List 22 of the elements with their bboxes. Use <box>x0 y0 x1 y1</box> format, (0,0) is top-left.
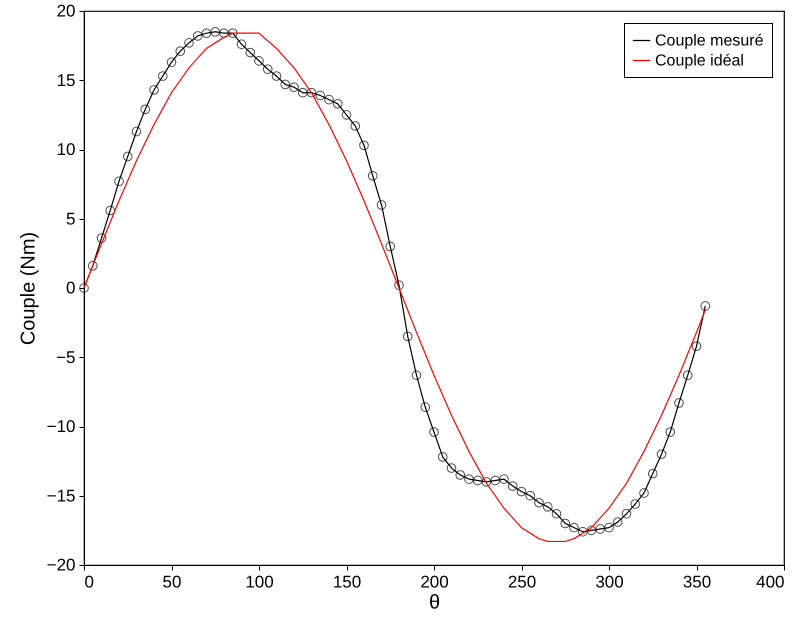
legend-label: Couple mesuré <box>655 32 764 50</box>
legend-label: Couple idéal <box>655 52 744 70</box>
y-axis-title: Couple (Nm) <box>18 232 40 346</box>
x-tick-label: 200 <box>420 572 449 592</box>
x-tick-label: 350 <box>682 572 712 592</box>
y-tick-label: 20 <box>56 2 76 20</box>
y-tick-label: −20 <box>46 556 76 574</box>
y-tick-label: 0 <box>66 278 76 298</box>
y-tick-label: 5 <box>66 209 76 228</box>
x-tick-label: 300 <box>595 572 624 592</box>
x-tick-label: 250 <box>508 572 536 592</box>
y-tick-label: 15 <box>56 70 76 90</box>
x-axis-title: θ <box>428 592 440 614</box>
x-tick-label: 50 <box>162 572 182 592</box>
x-tick-label: 150 <box>332 572 362 592</box>
y-tick-label: −15 <box>46 486 76 506</box>
y-tick-label: 10 <box>56 140 76 159</box>
y-tick-label: −5 <box>56 348 76 367</box>
x-tick-label: 0 <box>84 572 94 592</box>
y-tick-label: −10 <box>46 417 76 436</box>
x-tick-label: 100 <box>245 572 274 592</box>
x-tick-label: 400 <box>756 572 784 592</box>
